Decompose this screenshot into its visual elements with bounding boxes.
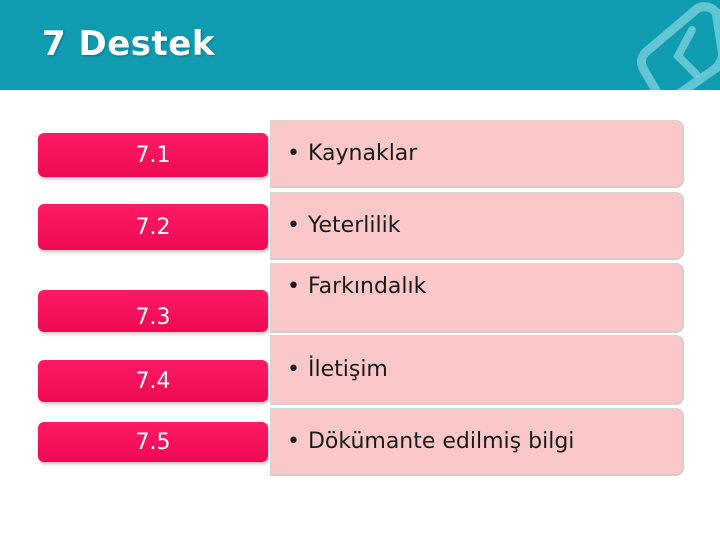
section-number: 7.4 <box>135 368 171 394</box>
section-label: Yeterlilik <box>307 213 401 238</box>
section-number-box: 7.1 <box>38 133 268 177</box>
section-content-box: • Farkındalık <box>270 263 684 333</box>
section-number: 7.2 <box>135 214 171 240</box>
section-content-box: • Yeterlilik <box>270 192 684 260</box>
section-label: İletişim <box>307 357 388 382</box>
section-number-box: 7.4 <box>38 360 268 402</box>
section-number: 7.1 <box>135 142 171 168</box>
section-number: 7.3 <box>135 305 171 330</box>
section-label: Farkındalık <box>307 274 427 299</box>
page-title: 7 Destek <box>42 24 215 64</box>
section-label: Dökümante edilmiş bilgi <box>307 429 575 454</box>
header-bar: 7 Destek <box>0 0 720 90</box>
section-number-box: 7.5 <box>38 422 268 462</box>
tse-logo-icon <box>636 2 720 90</box>
section-content-box: • Kaynaklar <box>270 120 684 188</box>
bullet-icon: • <box>287 429 300 454</box>
section-number-box: 7.3 <box>38 290 268 332</box>
section-content-box: • Dökümante edilmiş bilgi <box>270 408 684 476</box>
bullet-icon: • <box>287 357 300 382</box>
section-number: 7.5 <box>135 429 171 455</box>
bullet-icon: • <box>287 274 300 299</box>
bullet-icon: • <box>287 141 300 166</box>
section-label: Kaynaklar <box>307 141 418 166</box>
bullet-icon: • <box>287 213 300 238</box>
section-content-box: • İletişim <box>270 335 684 405</box>
section-number-box: 7.2 <box>38 204 268 250</box>
